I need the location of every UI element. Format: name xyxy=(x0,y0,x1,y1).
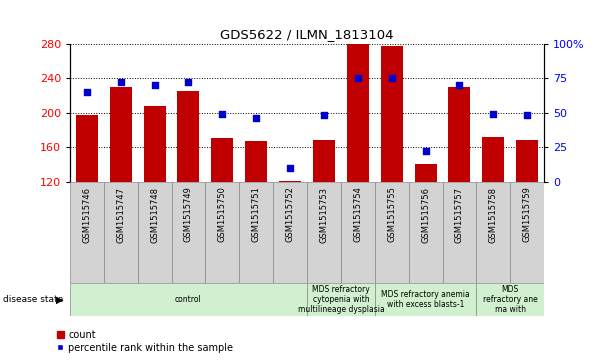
Point xyxy=(387,75,396,81)
Bar xyxy=(70,283,307,316)
Bar xyxy=(415,164,437,182)
Text: GSM1515758: GSM1515758 xyxy=(489,187,498,242)
Bar xyxy=(137,182,171,283)
Bar xyxy=(510,182,544,283)
Point xyxy=(285,165,295,171)
Bar xyxy=(104,182,137,283)
Bar xyxy=(279,181,301,182)
Bar xyxy=(347,44,369,182)
Bar xyxy=(143,106,165,182)
Point xyxy=(116,79,126,85)
Point xyxy=(218,111,227,117)
Text: GSM1515759: GSM1515759 xyxy=(523,187,532,242)
Bar xyxy=(178,91,199,182)
Point xyxy=(455,82,465,88)
Bar xyxy=(341,182,375,283)
Bar xyxy=(409,182,443,283)
Bar xyxy=(313,140,335,182)
Text: GSM1515747: GSM1515747 xyxy=(116,187,125,242)
Text: GSM1515752: GSM1515752 xyxy=(286,187,295,242)
Bar xyxy=(482,136,505,182)
Text: GSM1515755: GSM1515755 xyxy=(387,187,396,242)
Point xyxy=(488,111,498,117)
Bar xyxy=(375,283,477,316)
Text: GSM1515748: GSM1515748 xyxy=(150,187,159,242)
Text: GSM1515757: GSM1515757 xyxy=(455,187,464,242)
Bar xyxy=(477,283,544,316)
Bar xyxy=(245,141,268,182)
Bar xyxy=(449,87,471,182)
Text: MDS
refractory ane
ma with: MDS refractory ane ma with xyxy=(483,285,537,314)
Text: GSM1515751: GSM1515751 xyxy=(252,187,261,242)
Bar xyxy=(206,182,240,283)
Point xyxy=(150,82,159,88)
Bar xyxy=(516,140,538,182)
Text: GSM1515750: GSM1515750 xyxy=(218,187,227,242)
Bar xyxy=(375,182,409,283)
Legend: count, percentile rank within the sample: count, percentile rank within the sample xyxy=(57,330,233,353)
Bar xyxy=(307,182,341,283)
Text: MDS refractory
cytopenia with
multilineage dysplasia: MDS refractory cytopenia with multilinea… xyxy=(297,285,384,314)
Text: GSM1515746: GSM1515746 xyxy=(82,187,91,242)
Bar xyxy=(70,182,104,283)
Bar xyxy=(109,87,132,182)
Bar xyxy=(212,138,233,182)
Text: GSM1515749: GSM1515749 xyxy=(184,187,193,242)
Point xyxy=(82,89,92,95)
Text: MDS refractory anemia
with excess blasts-1: MDS refractory anemia with excess blasts… xyxy=(381,290,470,309)
Text: control: control xyxy=(175,295,202,304)
Text: GSM1515753: GSM1515753 xyxy=(319,187,328,242)
Point xyxy=(522,113,532,118)
Text: ▶: ▶ xyxy=(57,294,64,305)
Bar xyxy=(307,283,375,316)
Text: GSM1515754: GSM1515754 xyxy=(353,187,362,242)
Text: disease state: disease state xyxy=(3,295,63,304)
Point xyxy=(251,115,261,121)
Bar xyxy=(171,182,206,283)
Bar xyxy=(443,182,477,283)
Bar xyxy=(381,46,402,182)
Bar xyxy=(76,115,98,182)
Point xyxy=(184,79,193,85)
Bar xyxy=(477,182,510,283)
Point xyxy=(421,148,430,154)
Title: GDS5622 / ILMN_1813104: GDS5622 / ILMN_1813104 xyxy=(220,28,394,41)
Text: GSM1515756: GSM1515756 xyxy=(421,187,430,242)
Point xyxy=(319,113,329,118)
Bar xyxy=(273,182,307,283)
Bar xyxy=(240,182,273,283)
Point xyxy=(353,75,363,81)
